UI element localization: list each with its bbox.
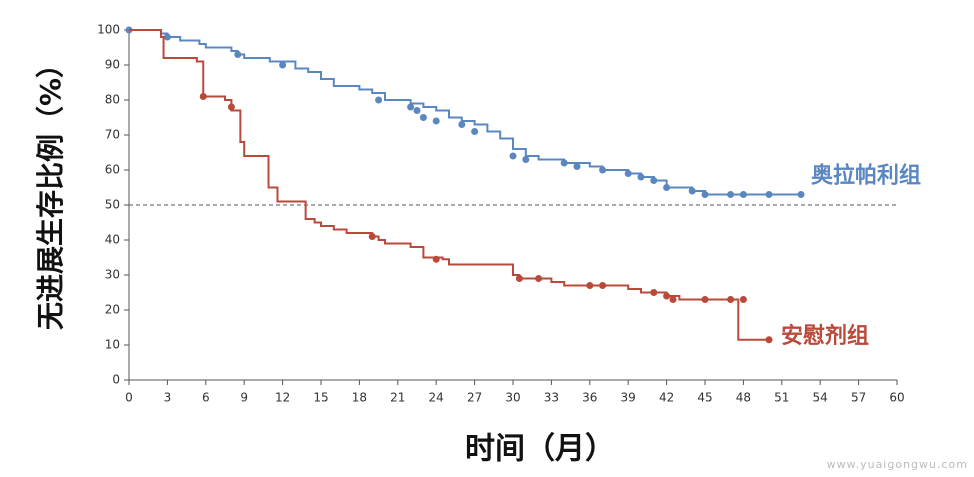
x-tick-label: 21 [390, 391, 405, 405]
y-axis-label: 无进展生存比例（%） [34, 50, 67, 330]
censor-mark [650, 289, 658, 296]
censor-mark [432, 117, 440, 125]
censor-mark [701, 191, 709, 198]
y-tick-label: 20 [105, 303, 120, 317]
censor-mark [515, 275, 523, 282]
censor-mark [663, 292, 671, 300]
x-tick-label: 48 [736, 391, 751, 405]
x-axis-label: 时间（月） [465, 432, 615, 467]
y-tick-label: 40 [105, 233, 120, 247]
censor-mark [368, 233, 376, 240]
x-tick-label: 27 [467, 391, 482, 405]
x-tick-label: 12 [275, 391, 290, 405]
censor-mark [522, 156, 530, 163]
censor-mark [279, 61, 287, 69]
x-tick-label: 60 [889, 391, 904, 405]
x-tick-label: 51 [774, 391, 789, 405]
x-tick-label: 36 [582, 391, 597, 405]
censor-mark [663, 184, 671, 191]
x-tick-label: 45 [697, 391, 712, 405]
censor-mark [413, 107, 421, 114]
x-tick-label: 30 [505, 391, 520, 405]
censor-mark [199, 93, 207, 100]
x-tick-label: 0 [125, 391, 133, 405]
x-tick-label: 18 [352, 391, 367, 405]
censor-mark [669, 296, 677, 303]
censor-mark [637, 173, 645, 181]
x-tick-label: 3 [164, 391, 172, 405]
censor-mark [432, 255, 440, 263]
censor-mark [599, 166, 607, 174]
series-label: 安慰剂组 [781, 323, 869, 349]
censor-mark [227, 103, 235, 111]
x-tick-label: 33 [544, 391, 559, 405]
y-tick-label: 30 [105, 268, 120, 282]
censor-mark [739, 191, 747, 198]
watermark: www.yuaigongwu.com [827, 458, 968, 471]
y-tick-label: 0 [112, 373, 120, 387]
y-tick-label: 100 [97, 23, 120, 37]
series-label: 奥拉帕利组 [811, 163, 921, 189]
x-tick-label: 39 [621, 391, 636, 405]
x-tick-label: 57 [851, 391, 866, 405]
censor-mark [688, 187, 696, 195]
survival-line [129, 29, 801, 196]
censor-mark [624, 170, 632, 177]
censor-mark [599, 282, 607, 289]
survival-line [129, 29, 769, 341]
censor-mark [573, 163, 581, 170]
censor-mark [727, 191, 735, 198]
censor-mark [471, 128, 479, 135]
censor-mark [765, 191, 773, 198]
censor-mark [797, 191, 805, 198]
censor-mark [560, 159, 568, 167]
censor-mark [407, 103, 415, 111]
x-tick-label: 24 [429, 391, 444, 405]
y-tick-label: 10 [105, 338, 120, 352]
x-tick-label: 9 [240, 391, 248, 405]
censor-mark [701, 296, 709, 303]
x-tick-label: 54 [813, 391, 828, 405]
censor-mark [650, 177, 658, 184]
censor-mark [234, 51, 242, 58]
censor-mark [765, 336, 773, 344]
censor-mark [535, 275, 543, 282]
x-tick-label: 15 [313, 391, 328, 405]
censor-mark [458, 121, 466, 128]
censor-mark [509, 152, 517, 160]
x-tick-label: 6 [202, 391, 210, 405]
censor-mark [727, 296, 735, 303]
censor-mark [163, 33, 171, 41]
y-tick-label: 50 [105, 198, 120, 212]
censor-mark [739, 296, 747, 303]
x-tick-label: 42 [659, 391, 674, 405]
censor-mark [375, 96, 383, 104]
y-tick-label: 60 [105, 163, 120, 177]
censor-mark [586, 282, 594, 289]
censor-mark [419, 114, 427, 121]
y-tick-label: 80 [105, 93, 120, 107]
y-tick-label: 70 [105, 128, 120, 142]
y-tick-label: 90 [105, 58, 120, 72]
